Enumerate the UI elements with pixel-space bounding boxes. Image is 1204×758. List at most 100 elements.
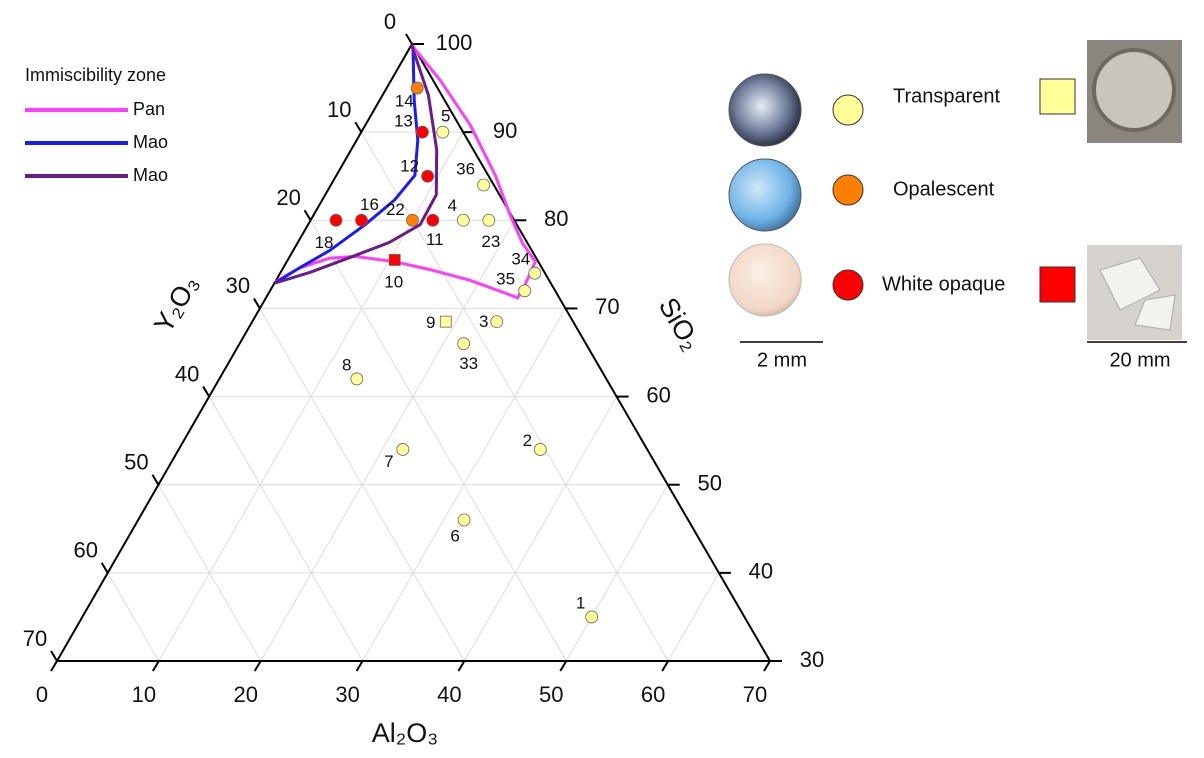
tick-mark bbox=[254, 298, 260, 308]
al2o3-tick-label: 30 bbox=[335, 682, 359, 707]
phase-marker bbox=[833, 175, 863, 205]
point-label: 8 bbox=[342, 355, 351, 374]
al2o3-tick-label: 70 bbox=[743, 682, 767, 707]
data-point bbox=[534, 443, 546, 455]
al2o3-tick-label: 20 bbox=[233, 682, 257, 707]
y2o3-tick-label: 10 bbox=[327, 97, 351, 122]
data-point bbox=[351, 373, 363, 385]
phase-label: White opaque bbox=[882, 273, 1005, 295]
y2o3-tick-label: 60 bbox=[73, 538, 97, 563]
tick-mark bbox=[355, 122, 361, 132]
point-label: 23 bbox=[481, 232, 500, 251]
y2o3-tick-label: 70 bbox=[23, 626, 47, 651]
data-point bbox=[406, 214, 418, 226]
point-label: 6 bbox=[450, 526, 459, 545]
data-point bbox=[330, 214, 342, 226]
y2o3-axis-title: Y₂O₃ bbox=[148, 270, 204, 337]
grid-line bbox=[209, 397, 362, 661]
data-point bbox=[457, 214, 469, 226]
point-label: 22 bbox=[386, 200, 405, 219]
y2o3-tick-label: 50 bbox=[124, 450, 148, 475]
data-point bbox=[458, 514, 470, 526]
data-point bbox=[478, 179, 490, 191]
al2o3-tick-label: 0 bbox=[36, 682, 48, 707]
tick-mark bbox=[406, 34, 412, 44]
scale-label: 20 mm bbox=[1109, 349, 1170, 371]
sio2-tick-label: 100 bbox=[436, 30, 473, 55]
point-label: 4 bbox=[448, 196, 457, 215]
phase-legend: Transparent Opalescent White opaque bbox=[833, 79, 1075, 302]
al2o3-axis-title: Al₂O₃ bbox=[372, 718, 439, 748]
y2o3-tick-label: 20 bbox=[276, 185, 300, 210]
data-point bbox=[397, 443, 409, 455]
sio2-tick-label: 40 bbox=[749, 559, 773, 584]
y2o3-tick-label: 30 bbox=[226, 273, 250, 298]
al2o3-tick-label: 10 bbox=[132, 682, 156, 707]
point-label: 1 bbox=[576, 593, 585, 612]
data-point bbox=[389, 254, 400, 265]
scale-label: 2 mm bbox=[757, 349, 807, 371]
data-point bbox=[529, 267, 541, 279]
data-point bbox=[416, 126, 428, 138]
point-label: 34 bbox=[511, 250, 530, 269]
data-point bbox=[483, 214, 495, 226]
al2o3-tick-label: 40 bbox=[437, 682, 461, 707]
phase-square bbox=[1040, 79, 1075, 114]
photo-white-opaque bbox=[729, 244, 801, 316]
phase-marker bbox=[833, 270, 863, 300]
point-label: 11 bbox=[426, 230, 444, 249]
tick-mark bbox=[560, 661, 566, 671]
data-point bbox=[437, 126, 449, 138]
tick-mark bbox=[203, 387, 209, 397]
data-point bbox=[519, 285, 531, 297]
tick-mark bbox=[153, 661, 159, 671]
y2o3-tick-label: 0 bbox=[384, 9, 396, 34]
legend-label: Mao bbox=[133, 165, 168, 185]
point-label: 36 bbox=[456, 160, 475, 179]
point-label: 33 bbox=[459, 354, 478, 373]
data-point bbox=[491, 316, 503, 328]
point-label: 5 bbox=[441, 107, 450, 126]
sio2-tick-label: 70 bbox=[595, 294, 619, 319]
al2o3-tick-label: 60 bbox=[641, 682, 665, 707]
legend-title: Immiscibility zone bbox=[25, 65, 166, 85]
photo-transparent bbox=[729, 74, 801, 146]
tick-mark bbox=[305, 210, 311, 220]
sio2-axis-title: SiO₂ bbox=[653, 293, 707, 356]
data-point bbox=[427, 214, 439, 226]
data-point bbox=[422, 170, 434, 182]
sio2-tick-label: 60 bbox=[646, 382, 670, 407]
chart: 0 10 20 30 40 50 60 70 30 40 50 60 70 80 90 100 0 10 20 30 4… bbox=[0, 0, 1204, 758]
grid-line bbox=[108, 573, 159, 661]
legend-label: Mao bbox=[133, 132, 168, 152]
sio2-tick-label: 80 bbox=[544, 206, 568, 231]
tick-mark bbox=[255, 661, 261, 671]
sio2-tick-label: 30 bbox=[800, 647, 824, 672]
tick-mark bbox=[152, 475, 158, 485]
phase-label: Opalescent bbox=[893, 178, 995, 200]
tick-mark bbox=[102, 563, 108, 573]
y2o3-tick-label: 40 bbox=[175, 361, 199, 386]
point-label: 13 bbox=[394, 112, 413, 131]
point-label: 12 bbox=[400, 157, 419, 176]
tick-mark bbox=[51, 651, 57, 661]
point-label: 9 bbox=[426, 313, 435, 332]
data-point bbox=[586, 611, 598, 623]
point-label: 2 bbox=[523, 431, 532, 450]
point-label: 10 bbox=[384, 272, 403, 291]
point-label: 7 bbox=[384, 452, 393, 471]
point-label: 35 bbox=[496, 269, 515, 288]
phase-square bbox=[1040, 267, 1075, 302]
sio2-tick-label: 90 bbox=[493, 118, 517, 143]
point-label: 3 bbox=[479, 312, 488, 331]
phase-marker bbox=[833, 95, 863, 125]
al2o3-tick-label: 50 bbox=[539, 682, 563, 707]
sio2-tick-label: 50 bbox=[697, 471, 721, 496]
phase-label: Transparent bbox=[893, 85, 1001, 107]
tick-mark bbox=[51, 661, 57, 671]
tick-mark bbox=[662, 661, 668, 671]
legend-label: Pan bbox=[133, 99, 165, 119]
photo-opalescent bbox=[729, 159, 801, 231]
data-point bbox=[440, 316, 451, 327]
